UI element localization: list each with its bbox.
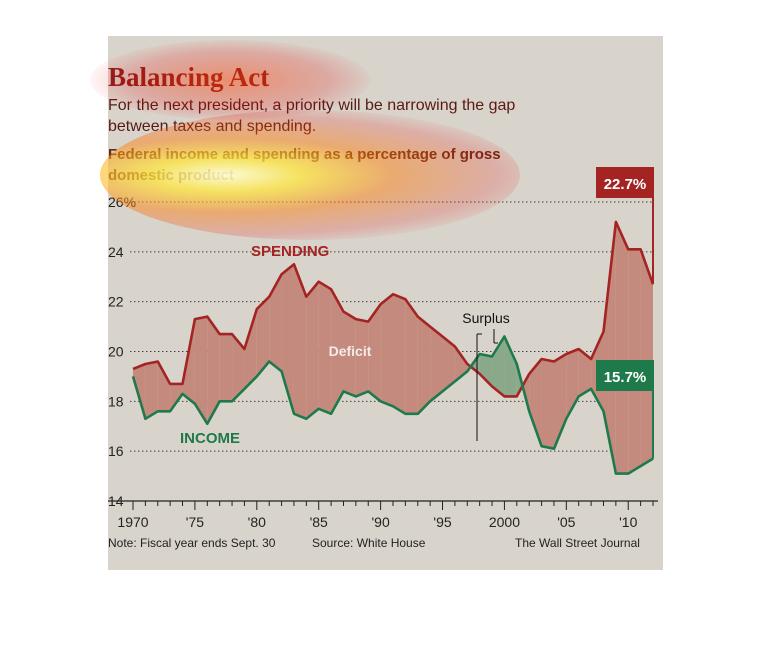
deficit-area: [331, 289, 344, 414]
y-tick-label: 20: [108, 344, 124, 360]
chart-description: Federal income and spending as a percent…: [108, 146, 501, 184]
deficit-area: [541, 358, 554, 449]
spending-series-label: SPENDING: [251, 243, 329, 260]
y-tick-label: 24: [108, 244, 124, 260]
deficit-area: [615, 221, 629, 474]
source-note: Source: White House: [312, 536, 426, 550]
deficit-area: [293, 264, 307, 419]
publisher-credit: The Wall Street Journal: [515, 536, 640, 550]
deficit-area: [343, 311, 356, 397]
y-tick-label: 16: [108, 443, 124, 459]
deficit-area: [145, 361, 158, 419]
deficit-area: [170, 383, 183, 412]
income-end-label: 15.7%: [604, 369, 647, 386]
y-tick-label: 22: [108, 294, 124, 310]
deficit-area: [269, 274, 282, 372]
deficit-area: [256, 296, 270, 377]
deficit-area: [281, 264, 294, 414]
deficit-area: [306, 281, 319, 419]
deficit-area: [219, 334, 233, 402]
deficit-area: [244, 309, 257, 389]
income-end-box: [596, 360, 654, 391]
deficit-area: [417, 316, 431, 414]
deficit-area: [194, 316, 208, 424]
chart-subtitle: For the next president, a priority will …: [108, 97, 516, 135]
deficit-area: [368, 304, 381, 402]
deficit-area: [430, 326, 443, 402]
surplus-label: Surplus: [462, 310, 509, 326]
deficit-area: [393, 294, 406, 414]
deficit-label: Deficit: [329, 343, 372, 359]
x-tick-label: '95: [433, 514, 451, 530]
surplus-area: [504, 336, 517, 397]
deficit-area: [442, 336, 455, 392]
y-tick-label: 26%: [108, 194, 136, 210]
deficit-area: [603, 221, 616, 474]
x-tick-label: '10: [619, 514, 637, 530]
deficit-area: [405, 299, 418, 414]
spending-line: [132, 220, 655, 398]
deficit-area: [207, 316, 220, 424]
surplus-area: [479, 353, 493, 387]
x-tick-label: 1970: [117, 514, 148, 530]
deficit-area: [640, 249, 653, 467]
x-tick-label: '90: [371, 514, 389, 530]
deficit-area: [157, 361, 171, 412]
deficit-area: [578, 349, 592, 397]
x-tick-label: '05: [557, 514, 575, 530]
chart-title: Balancing Act: [108, 62, 270, 92]
deficit-area: [318, 281, 332, 414]
deficit-area: [529, 358, 542, 447]
spending-end-label: 22.7%: [604, 176, 647, 193]
x-tick-label: '75: [186, 514, 204, 530]
deficit-area: [355, 319, 369, 397]
income-series-label: INCOME: [180, 430, 240, 447]
chart-panel: 26% 24 22 20 18 16 14 1970 '75 '80 '85 '90 '95 2000 '0…: [108, 36, 663, 570]
spending-end-box: [596, 167, 654, 198]
footnote: Note: Fiscal year ends Sept. 30: [108, 536, 276, 550]
x-tick-label: '80: [248, 514, 266, 530]
y-tick-label: 18: [108, 393, 124, 409]
income-line: [131, 335, 654, 475]
y-tick-label: 14: [108, 493, 124, 509]
deficit-area: [232, 334, 245, 402]
x-tick-label: '85: [310, 514, 328, 530]
deficit-area: [380, 294, 393, 407]
x-tick-label: 2000: [489, 514, 520, 530]
